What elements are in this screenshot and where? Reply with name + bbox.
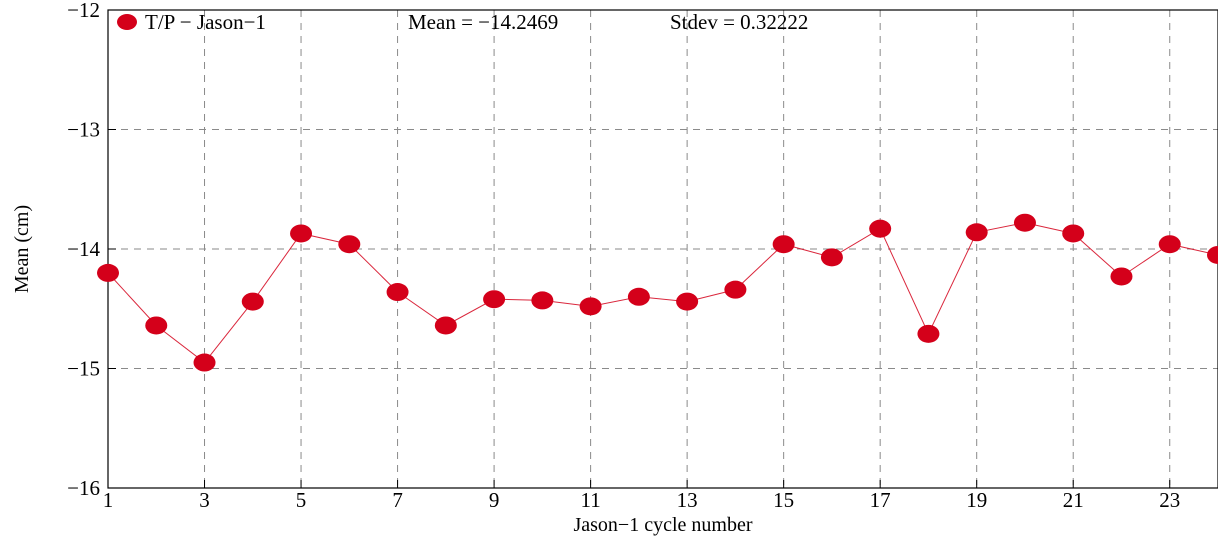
y-axis-ticks: −16 −15 −14 −13 −12 [67, 0, 116, 500]
data-point [965, 223, 988, 242]
data-point [531, 291, 554, 310]
data-point [193, 353, 216, 372]
y-tick-label: −15 [67, 357, 100, 381]
x-tick-label: 1 [103, 488, 114, 512]
y-tick-label: −12 [67, 0, 100, 22]
data-point [1013, 213, 1036, 232]
data-point [579, 297, 602, 316]
data-point [145, 316, 168, 335]
legend-marker [117, 14, 137, 30]
x-tick-label: 5 [296, 488, 307, 512]
plot-frame [107, 9, 1218, 489]
series-line [107, 222, 1218, 364]
data-point [1207, 245, 1218, 264]
data-point [1158, 235, 1181, 254]
data-series [97, 213, 1218, 372]
data-point [820, 248, 843, 267]
data-point [627, 287, 650, 306]
x-tick-label: 15 [773, 488, 794, 512]
data-point [917, 324, 940, 343]
x-tick-label: 7 [392, 488, 403, 512]
y-tick-label: −13 [67, 118, 100, 142]
data-point [676, 292, 699, 311]
x-tick-label: 3 [199, 488, 210, 512]
grid [108, 10, 1218, 488]
data-point [772, 235, 795, 254]
x-axis-title: Jason−1 cycle number [573, 514, 752, 536]
x-tick-label: 9 [489, 488, 500, 512]
x-tick-label: 23 [1159, 488, 1180, 512]
x-axis-ticks: 1 3 5 7 9 11 13 15 17 19 21 23 [103, 480, 1180, 512]
data-point [869, 219, 892, 238]
data-point [97, 263, 119, 282]
legend-label: T/P − Jason−1 [145, 10, 266, 34]
legend: T/P − Jason−1 [117, 10, 266, 34]
data-point [1110, 267, 1133, 286]
x-tick-label: 21 [1063, 488, 1084, 512]
data-point [1062, 224, 1085, 243]
stdev-annotation: Stdev = 0.32222 [670, 10, 808, 34]
x-tick-label: 19 [966, 488, 987, 512]
data-point [724, 280, 747, 299]
x-tick-label: 11 [580, 488, 600, 512]
data-point [434, 316, 457, 335]
x-tick-label: 17 [870, 488, 891, 512]
mean-annotation: Mean = −14.2469 [408, 10, 558, 34]
y-tick-label: −16 [67, 476, 100, 500]
data-point [386, 283, 409, 302]
data-point [483, 290, 506, 309]
data-point [338, 235, 361, 254]
y-tick-label: −14 [67, 237, 100, 261]
x-tick-label: 13 [677, 488, 698, 512]
data-point [290, 224, 313, 243]
data-point [241, 292, 264, 311]
y-axis-title: Mean (cm) [11, 205, 33, 293]
